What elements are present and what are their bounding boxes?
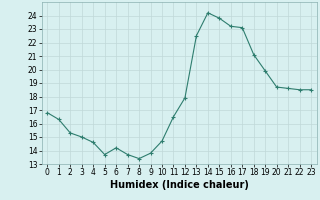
X-axis label: Humidex (Indice chaleur): Humidex (Indice chaleur) (110, 180, 249, 190)
